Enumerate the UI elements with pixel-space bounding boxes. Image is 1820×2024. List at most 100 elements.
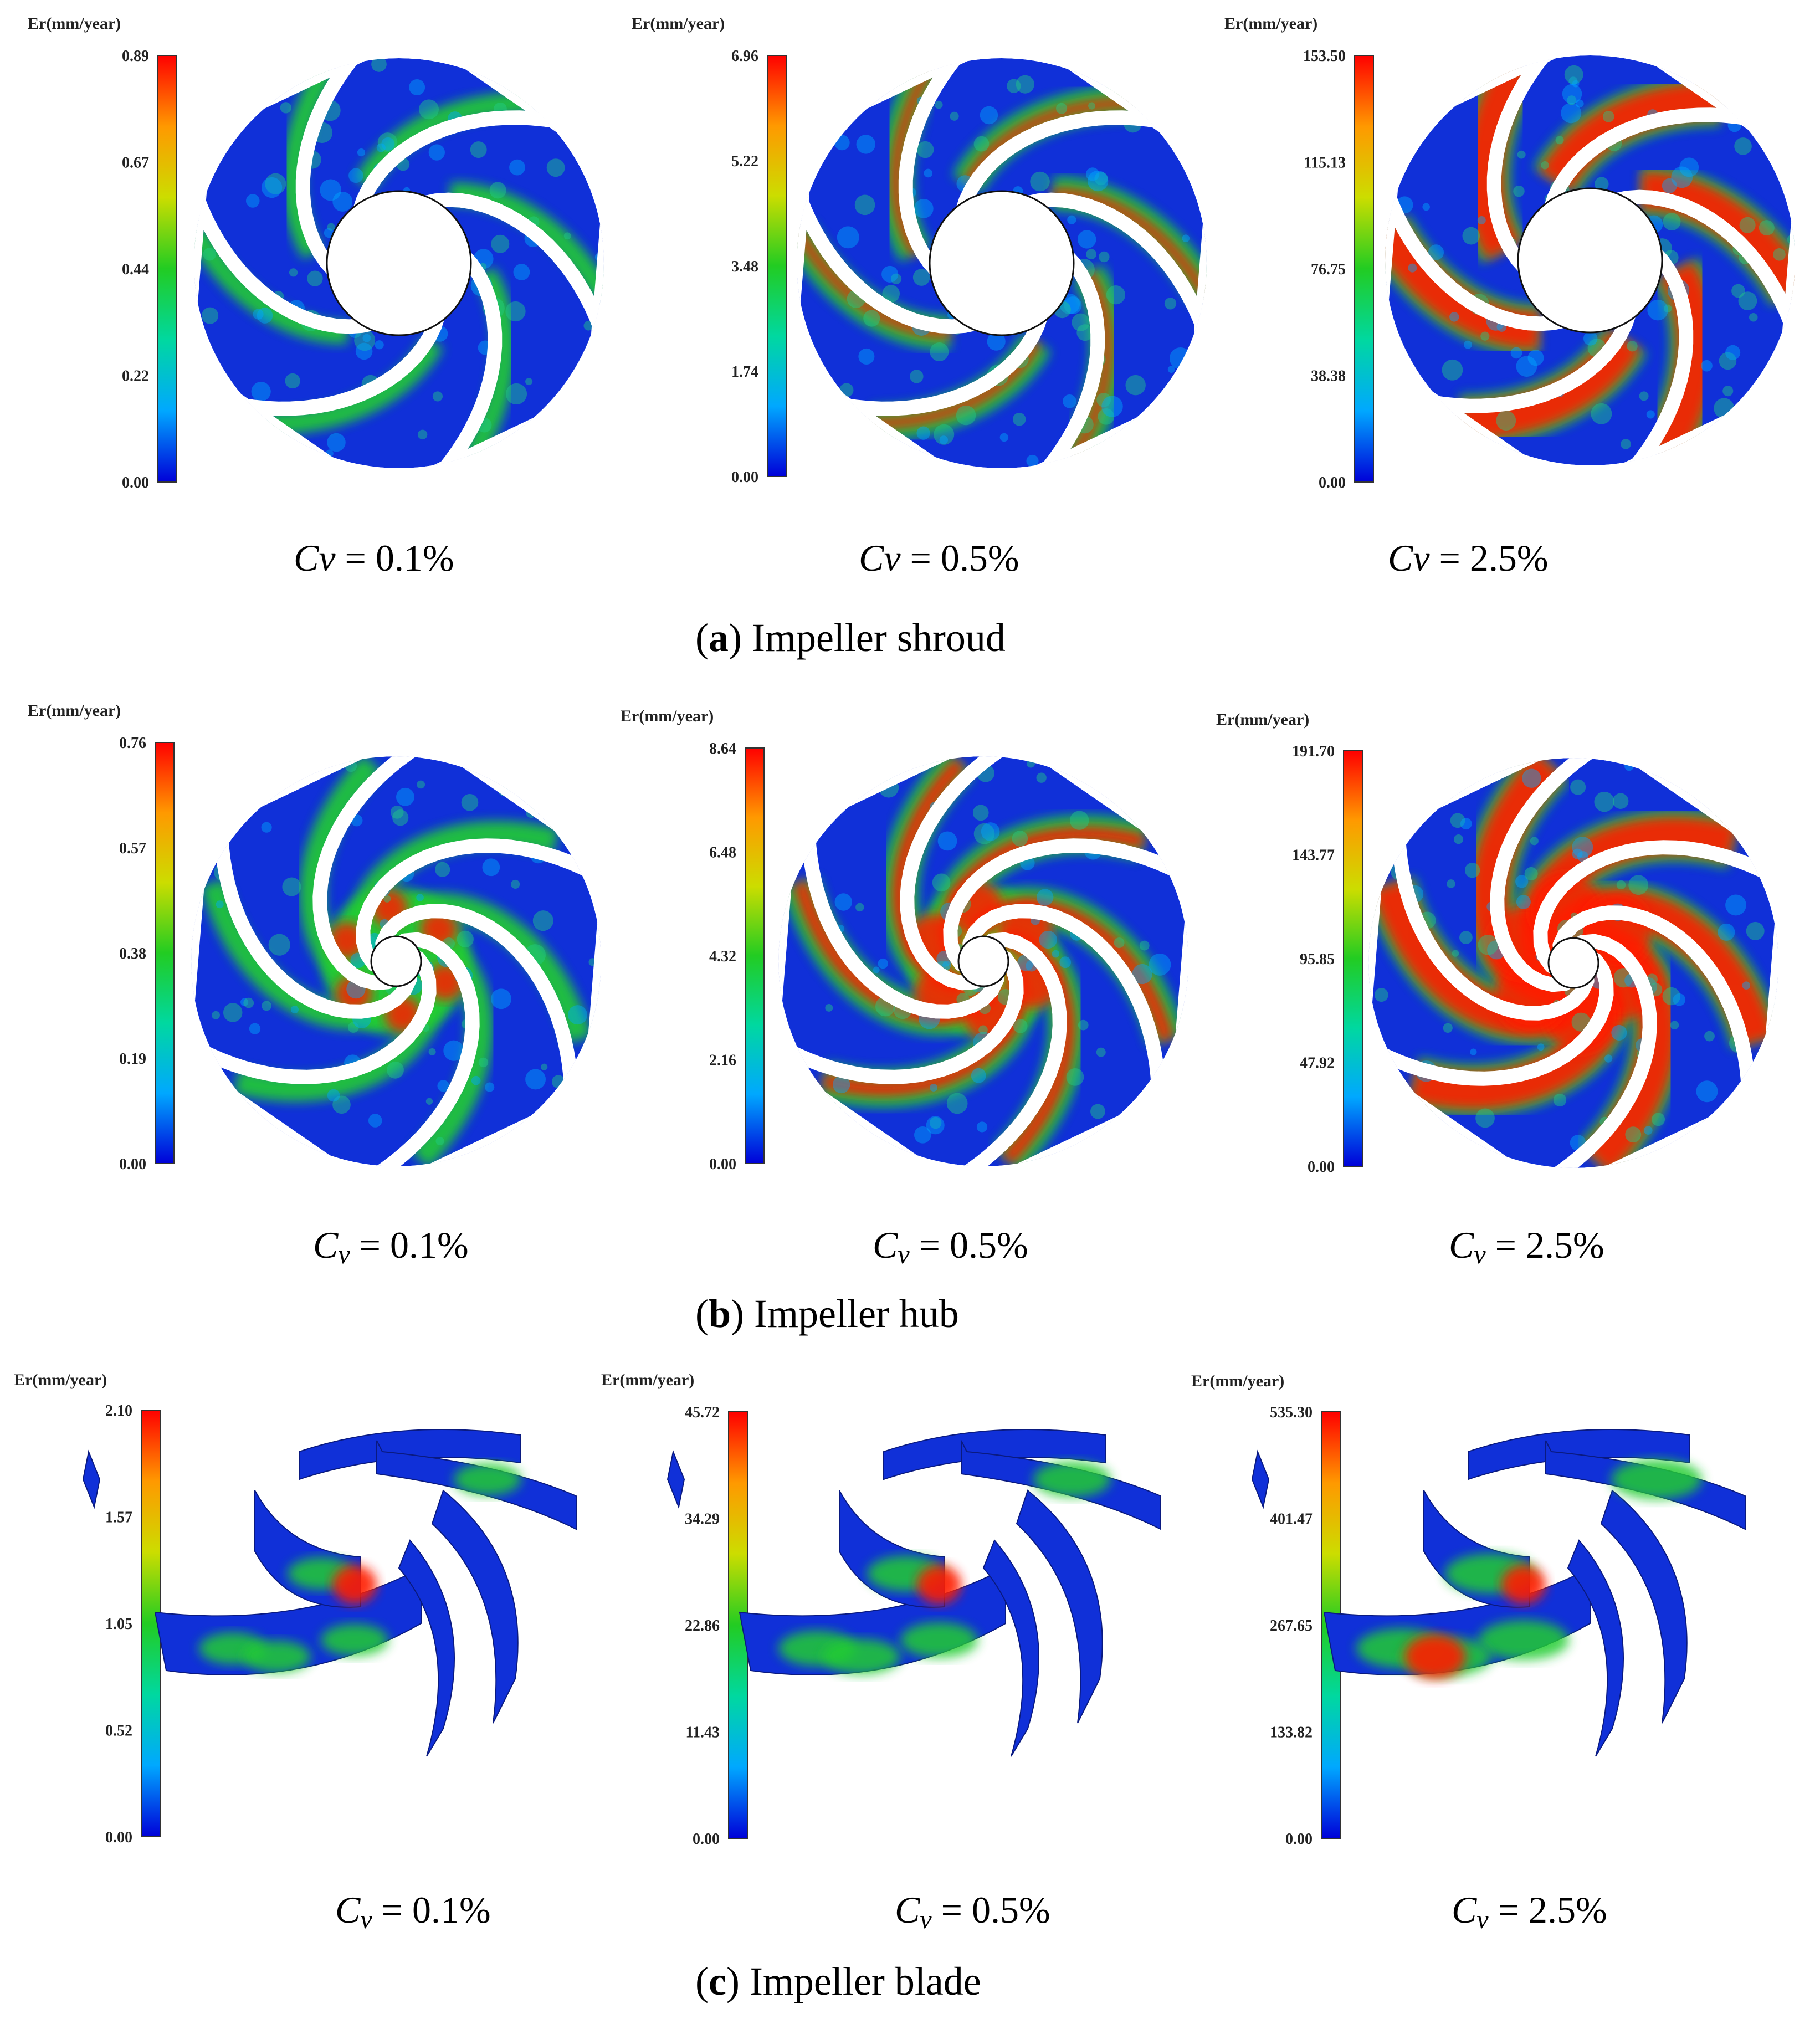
blade-gap [1486,55,1562,276]
colorbar-tick-label: 76.75 [1311,261,1346,278]
cv-value: = 0.5% [901,537,1019,579]
blade-gap [1019,192,1207,348]
colorbar-tick-label: 153.50 [1303,48,1346,65]
colorbar-unit-label: Er(mm/year) [1191,1372,1284,1390]
blade-gap [1413,304,1637,413]
colorbar-unit-label: Er(mm/year) [1216,710,1309,729]
blade-gap [1030,247,1105,468]
blade-gap [1391,816,1595,1021]
hub-hole [370,935,422,987]
colorbar-tick-label: 133.82 [1270,1724,1313,1741]
blade-gap [375,904,579,1108]
blade-surface [1016,1489,1103,1724]
colorbar-unit-label: Er(mm/year) [1224,14,1317,33]
blade-surface [667,1449,685,1509]
colorbar-tick-label: 38.38 [1311,368,1346,385]
colorbar [155,742,175,1164]
blade-gap [1385,176,1573,331]
colorbar-unit-label: Er(mm/year) [14,1371,107,1389]
cv-value: = 2.5% [1486,1224,1604,1266]
colorbar-tick-label: 0.00 [731,469,758,486]
cv-label: Cv = 2.5% [1449,1224,1604,1269]
colorbar-tick-label: 2.16 [709,1052,736,1069]
colorbar-tick-label: 6.96 [731,48,758,65]
colorbar-tick-label: 0.00 [693,1831,720,1848]
colorbar-unit-label: Er(mm/year) [621,707,714,725]
cv-value: = 0.5% [932,1889,1050,1931]
blade-gap [222,307,446,416]
blade-gap [943,932,1067,1166]
row-blade: Er(mm/year) 2.10 1.57 1.05 0.52 0.00 Cv = 0.1%… [14,1371,1746,2003]
cv-value: = 0.1% [350,1224,469,1266]
blade-gap [1543,107,1767,217]
panel-hub-2: Er(mm/year) 191.70 143.77 95.85 47.92 0.00 Cv … [1216,710,1778,1269]
cv-symbol: Cv [859,537,901,579]
hub-hole [1547,937,1599,989]
blade-gap [797,178,985,334]
caption-text: Impeller blade [740,1959,981,2003]
colorbar-tick-label: 535.30 [1270,1404,1313,1421]
blade-gap [1607,189,1795,345]
colorbar-unit-label: Er(mm/year) [28,14,121,33]
blade-gap [801,814,1004,1019]
panel-hub-1: Er(mm/year) 8.64 6.48 4.32 2.16 0.00 Cv = 0.5% [621,707,1188,1269]
colorbar-tick-label: 45.72 [685,1404,720,1421]
blade-gap [427,247,503,468]
panel-shroud-0: Er(mm/year)0.89 0.67 0.44 0.22 0.00 Cv = 0.1% [28,14,604,579]
colorbar-tick-label: 4.32 [709,948,736,965]
cv-subscript: v [920,1905,932,1934]
colorbar-tick-label: 5.22 [731,153,758,170]
colorbar [157,55,177,483]
impeller-blade-contour [667,1429,1161,1757]
subfigure-caption: (b) Impeller hub [695,1292,959,1336]
colorbar-tick-label: 0.67 [122,155,149,172]
colorbar-tick-label: 0.22 [122,368,149,385]
blade-gap [356,932,480,1166]
hub-hole [957,935,1009,987]
colorbar-tick-label: 22.86 [685,1617,720,1634]
colorbar-tick-label: 1.05 [105,1616,132,1633]
subfigure-caption: (c) Impeller blade [695,1959,981,2003]
blade-surface [1600,1489,1688,1724]
blade-gap [778,951,1024,1084]
cv-symbol: C [895,1889,920,1931]
caption-letter: b [709,1292,731,1336]
blade-gap [213,814,417,1019]
blade-gap [943,838,1188,972]
colorbar-tick-label: 0.00 [122,474,149,491]
cv-subscript: v [1474,1240,1486,1269]
colorbar [1354,55,1374,483]
cv-symbol: C [313,1224,339,1266]
colorbar-tick-label: 0.89 [122,48,149,65]
panel-shroud-2: Er(mm/year) 153.50 115.13 76.75 38.38 0.00 Cv … [1224,14,1795,579]
colorbar-tick-label: 47.92 [1300,1055,1335,1072]
cv-label: Cv = 0.5% [895,1889,1050,1934]
colorbar-tick-label: 0.00 [1319,474,1346,491]
colorbar-tick-label: 8.64 [709,740,736,757]
colorbar-tick-label: 95.85 [1300,951,1335,968]
colorbar-tick-label: 0.38 [119,945,146,962]
panel-hub-0: Er(mm/year) 0.76 0.57 0.38 0.19 0.00 Cv = 0.1% [28,701,601,1269]
blade-gap [824,307,1049,416]
colorbar-tick-label: 267.65 [1270,1617,1313,1634]
colorbar-tick-label: 34.29 [685,1511,720,1528]
colorbar-tick-label: 0.00 [119,1156,146,1173]
row-hub: Er(mm/year) 0.76 0.57 0.38 0.19 0.00 Cv = 0.1%… [28,701,1778,1336]
blade-gap [1490,758,1614,992]
colorbar-tick-label: 0.44 [122,261,149,278]
blade-gap [1533,934,1657,1168]
blade-gap [1368,952,1614,1086]
colorbar-tick-label: 143.77 [1292,847,1335,864]
cv-symbol: Cv [294,537,336,579]
blade-gap [1552,905,1756,1110]
colorbar-tick-label: 0.00 [105,1829,132,1846]
blade-gap [900,756,1024,991]
cv-subscript: v [898,1240,910,1269]
cv-label: Cv = 0.1% [313,1224,469,1269]
blade-surface [982,1539,1039,1757]
colorbar-unit-label: Er(mm/year) [28,701,121,720]
blade-gap [955,110,1179,219]
cv-symbol: C [873,1224,898,1266]
colorbar [1343,750,1363,1167]
